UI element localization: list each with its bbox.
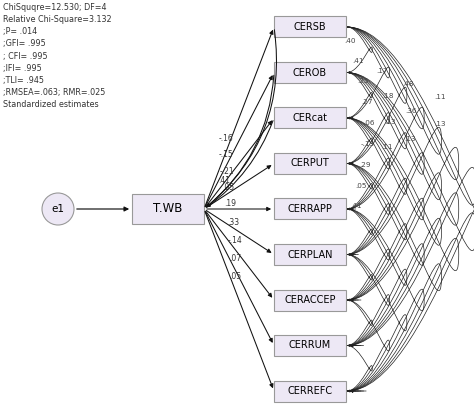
Text: CERPLAN: CERPLAN <box>287 249 333 259</box>
Text: CERACCEP: CERACCEP <box>284 295 336 305</box>
Text: .27: .27 <box>361 99 373 105</box>
Text: .05: .05 <box>355 183 367 189</box>
Text: .19: .19 <box>225 199 237 209</box>
Text: .07: .07 <box>229 254 241 263</box>
Text: CERPUT: CERPUT <box>291 158 329 168</box>
FancyBboxPatch shape <box>274 244 346 265</box>
FancyBboxPatch shape <box>274 16 346 37</box>
FancyBboxPatch shape <box>274 335 346 356</box>
FancyBboxPatch shape <box>274 108 346 129</box>
Text: .29: .29 <box>359 162 371 168</box>
Text: .17: .17 <box>376 68 388 74</box>
Text: CERREFC: CERREFC <box>287 386 333 396</box>
Text: .13: .13 <box>404 136 416 142</box>
Text: .40: .40 <box>344 38 356 44</box>
Text: ChiSquqre=12.530; DF=4
Relative Chi-Square=3.132
;P= .014
;GFI= .995
; CFI= .995: ChiSquqre=12.530; DF=4 Relative Chi-Squa… <box>3 3 111 109</box>
Text: -.21: -.21 <box>219 167 234 176</box>
Text: .18: .18 <box>382 93 394 99</box>
Text: T.WB: T.WB <box>153 202 182 215</box>
Text: .06: .06 <box>363 120 375 126</box>
Text: .05: .05 <box>222 183 234 192</box>
Text: .48: .48 <box>402 81 414 87</box>
Text: -.13: -.13 <box>361 141 375 147</box>
FancyBboxPatch shape <box>274 153 346 174</box>
Text: .41: .41 <box>350 203 362 209</box>
Text: CERRUM: CERRUM <box>289 341 331 351</box>
Ellipse shape <box>42 193 74 225</box>
Text: -.16: -.16 <box>219 134 233 142</box>
Text: .13: .13 <box>384 119 396 125</box>
Text: CERcat: CERcat <box>292 113 328 123</box>
FancyBboxPatch shape <box>274 62 346 83</box>
FancyBboxPatch shape <box>132 194 204 224</box>
Text: .11: .11 <box>434 94 446 100</box>
Text: -.15: -.15 <box>219 150 234 159</box>
Text: .33: .33 <box>227 217 239 227</box>
Text: .05: .05 <box>229 272 241 281</box>
Text: .13: .13 <box>434 121 446 127</box>
FancyBboxPatch shape <box>274 380 346 401</box>
Text: .11: .11 <box>381 144 393 150</box>
Text: CEROB: CEROB <box>293 67 327 78</box>
Text: -.14: -.14 <box>227 236 242 245</box>
FancyBboxPatch shape <box>274 199 346 220</box>
Text: e1: e1 <box>52 204 64 214</box>
Text: .41: .41 <box>218 176 230 186</box>
Text: .25: .25 <box>357 78 369 84</box>
Text: .41: .41 <box>352 58 364 64</box>
Text: CERRAPP: CERRAPP <box>288 204 332 214</box>
FancyBboxPatch shape <box>274 290 346 310</box>
Text: CERSB: CERSB <box>294 22 326 32</box>
Text: .36: .36 <box>405 108 417 114</box>
